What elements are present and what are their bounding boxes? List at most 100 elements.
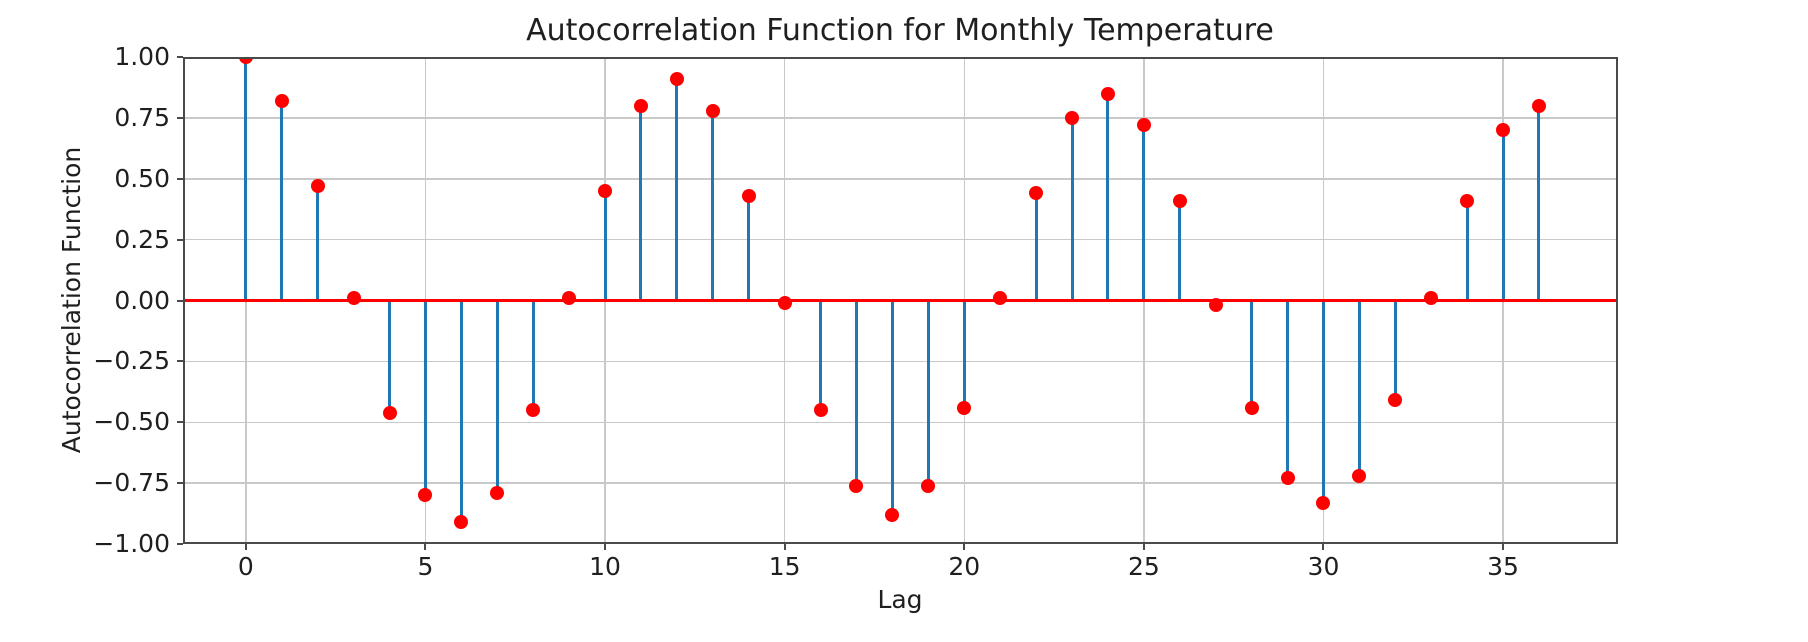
data-point-marker bbox=[1172, 193, 1187, 208]
data-point-marker bbox=[669, 71, 684, 86]
data-point-marker bbox=[598, 183, 613, 198]
y-tick-mark bbox=[177, 360, 183, 363]
y-tick-mark bbox=[177, 56, 183, 58]
y-tick-mark bbox=[177, 299, 183, 302]
data-point-marker bbox=[777, 295, 792, 310]
gridline bbox=[183, 360, 1618, 363]
stem bbox=[926, 300, 930, 486]
data-point-marker bbox=[1352, 468, 1367, 483]
x-tick-label: 5 bbox=[417, 552, 434, 581]
x-tick-label: 35 bbox=[1487, 552, 1519, 581]
data-point-marker bbox=[1460, 193, 1475, 208]
stem bbox=[747, 195, 751, 301]
data-point-marker bbox=[1424, 291, 1439, 306]
x-tick-mark bbox=[783, 544, 786, 550]
y-tick-label: 0.00 bbox=[114, 285, 170, 315]
data-point-marker bbox=[1496, 123, 1511, 138]
data-point-marker bbox=[1100, 86, 1115, 101]
x-tick-label: 20 bbox=[948, 552, 981, 581]
stem bbox=[1142, 125, 1146, 301]
y-tick-mark bbox=[177, 482, 183, 485]
chart-title: Autocorrelation Function for Monthly Tem… bbox=[526, 13, 1274, 48]
x-tick-mark bbox=[1322, 544, 1325, 550]
zero-baseline bbox=[183, 299, 1618, 302]
stem bbox=[603, 190, 607, 301]
data-point-marker bbox=[849, 478, 864, 493]
stem bbox=[244, 57, 248, 301]
data-point-marker bbox=[562, 291, 577, 306]
data-point-marker bbox=[1029, 186, 1044, 201]
y-tick-label: 0.50 bbox=[114, 163, 170, 193]
stem bbox=[423, 300, 427, 496]
data-point-marker bbox=[310, 179, 325, 194]
stem bbox=[1286, 300, 1290, 479]
x-tick-label: 0 bbox=[237, 552, 254, 581]
stem bbox=[1393, 300, 1397, 401]
x-tick-mark bbox=[963, 544, 966, 550]
gridline bbox=[183, 238, 1618, 241]
data-point-marker bbox=[633, 98, 648, 113]
y-tick-label: −1.00 bbox=[93, 529, 170, 558]
data-point-marker bbox=[382, 405, 397, 420]
stem bbox=[1250, 300, 1254, 408]
data-point-marker bbox=[1388, 393, 1403, 408]
stem bbox=[388, 300, 392, 413]
data-point-marker bbox=[885, 507, 900, 522]
stem bbox=[1321, 300, 1325, 503]
y-tick-label: 1.00 bbox=[114, 42, 170, 71]
stem bbox=[1106, 93, 1110, 301]
y-tick-mark bbox=[177, 177, 183, 180]
stem bbox=[1465, 200, 1469, 301]
data-point-marker bbox=[1316, 495, 1331, 510]
data-point-marker bbox=[346, 291, 361, 306]
stem bbox=[1537, 105, 1541, 301]
data-point-marker bbox=[957, 400, 972, 415]
stem bbox=[854, 300, 858, 486]
gridline bbox=[183, 482, 1618, 484]
stem bbox=[1357, 300, 1361, 476]
y-tick-mark bbox=[177, 116, 183, 119]
y-tick-mark bbox=[177, 543, 183, 545]
x-tick-mark bbox=[1502, 544, 1505, 550]
stem bbox=[819, 300, 823, 411]
x-tick-mark bbox=[604, 544, 607, 550]
data-point-marker bbox=[526, 403, 541, 418]
data-point-marker bbox=[993, 291, 1008, 306]
y-tick-label: 0.25 bbox=[114, 224, 170, 254]
stem bbox=[1178, 200, 1182, 301]
stem bbox=[1501, 130, 1505, 301]
stem bbox=[675, 78, 679, 301]
data-point-marker bbox=[921, 478, 936, 493]
stem bbox=[280, 100, 284, 301]
data-point-marker bbox=[1208, 298, 1223, 313]
data-point-marker bbox=[741, 188, 756, 203]
data-point-marker bbox=[705, 103, 720, 118]
stem bbox=[531, 300, 535, 411]
stem bbox=[639, 105, 643, 301]
data-point-marker bbox=[813, 403, 828, 418]
x-tick-label: 15 bbox=[768, 552, 801, 581]
stem bbox=[711, 110, 715, 301]
data-point-marker bbox=[1244, 400, 1259, 415]
plot-area bbox=[183, 57, 1618, 544]
x-tick-label: 10 bbox=[589, 552, 621, 581]
data-point-marker bbox=[1065, 110, 1080, 125]
data-point-marker bbox=[490, 485, 505, 500]
x-tick-mark bbox=[424, 544, 427, 550]
y-tick-label: −0.50 bbox=[93, 407, 170, 437]
stem bbox=[1034, 193, 1038, 301]
data-point-marker bbox=[1531, 98, 1546, 113]
x-tick-mark bbox=[1142, 544, 1145, 550]
data-point-marker bbox=[1280, 471, 1295, 486]
gridline bbox=[183, 178, 1618, 180]
gridline bbox=[183, 117, 1618, 119]
x-tick-label: 30 bbox=[1307, 552, 1340, 581]
data-point-marker bbox=[454, 515, 469, 530]
stem bbox=[495, 300, 499, 493]
y-tick-mark bbox=[177, 421, 183, 424]
stem bbox=[890, 300, 894, 515]
x-tick-label: 25 bbox=[1127, 552, 1160, 581]
stem bbox=[1070, 117, 1074, 301]
data-point-marker bbox=[274, 93, 289, 108]
